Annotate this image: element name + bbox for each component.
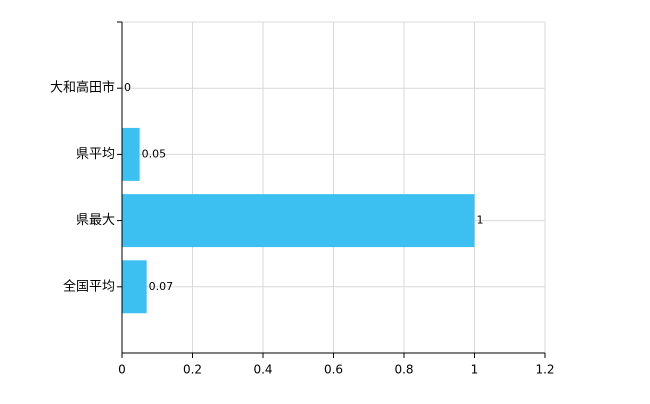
value-label: 0 — [124, 81, 131, 94]
y-tick-label: 大和高田市 — [50, 80, 115, 96]
x-tick-label: 1 — [471, 363, 479, 377]
x-tick-label: 0.4 — [253, 363, 272, 377]
bar — [122, 127, 140, 181]
bar — [122, 194, 475, 248]
value-label: 0.07 — [149, 280, 174, 293]
bar — [122, 260, 147, 314]
x-tick-label: 0.2 — [183, 363, 202, 377]
x-tick-label: 0.8 — [394, 363, 413, 377]
x-tick-label: 0.6 — [324, 363, 343, 377]
value-label: 0.05 — [142, 147, 167, 160]
x-tick-label: 0 — [118, 363, 126, 377]
y-tick-label: 県平均 — [76, 147, 115, 162]
x-tick-label: 1.2 — [535, 363, 554, 377]
y-tick-label: 県最大 — [76, 213, 115, 228]
value-label: 1 — [477, 214, 484, 227]
y-tick-label: 全国平均 — [63, 278, 115, 294]
